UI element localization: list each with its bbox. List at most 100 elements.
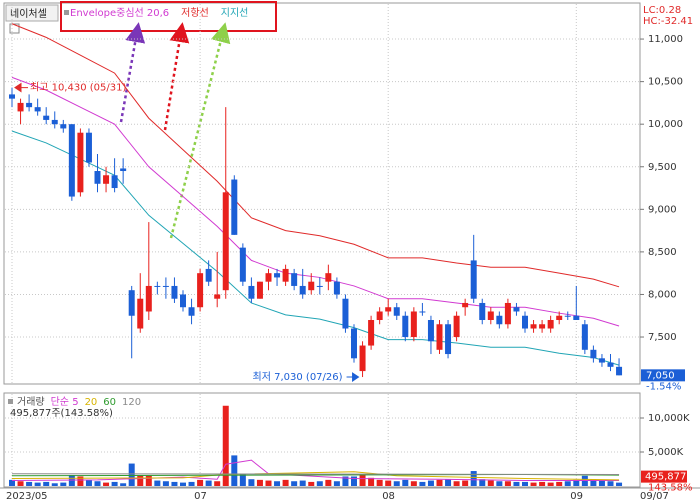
annotation: 최고 10,430 (05/31) [30, 82, 126, 94]
candle-body [205, 268, 212, 282]
candle-body [120, 168, 127, 172]
volume-bar [410, 481, 417, 486]
legend-entry: 단순 5 [51, 396, 79, 408]
volume-bar [479, 479, 486, 486]
price-pane [3, 2, 641, 385]
volume-pane [3, 392, 641, 488]
indicator-line [11, 76, 620, 327]
candle-body [590, 349, 597, 359]
volume-bar [393, 481, 400, 486]
legend-icon [8, 399, 13, 404]
volume-bar [137, 475, 144, 486]
candle-body [487, 311, 494, 320]
candle-body [256, 281, 263, 299]
candle-body [333, 281, 340, 295]
candle-body [299, 285, 306, 295]
volume-bar [9, 479, 15, 486]
last-price-box [641, 369, 685, 382]
y-tick-label: 5,000K [648, 447, 684, 458]
volume-bar [539, 481, 546, 486]
volume-bar [359, 474, 366, 486]
candle-body [393, 307, 400, 316]
stock-name[interactable]: 네이처셀 [10, 8, 47, 20]
candle-body [9, 94, 15, 99]
candle-body [51, 119, 58, 125]
candle-body [368, 320, 375, 346]
volume-bar [60, 482, 67, 486]
volume-bar [504, 481, 511, 486]
indicator-label: LC:0.28 [643, 5, 681, 16]
highlight-box [60, 1, 277, 32]
candle-body [17, 102, 24, 112]
candle-body [162, 285, 169, 287]
volume-bar [402, 479, 409, 486]
volume-bar [530, 482, 537, 486]
x-tick-label: 2023/05 [6, 491, 48, 502]
candle-body [265, 273, 272, 282]
volume-bar [376, 479, 383, 486]
y-tick-label: 9,500 [648, 162, 677, 173]
volume-value-label: 495,877주(143.58%) [10, 408, 113, 419]
volume-bar [180, 482, 186, 486]
candle-body [436, 324, 443, 350]
volume-title: 거래량 [17, 396, 45, 408]
volume-bar [162, 481, 169, 486]
volume-bar [299, 480, 306, 486]
candle-body [26, 102, 33, 108]
candle-body [68, 124, 75, 197]
candle-body [239, 247, 246, 282]
candle-body [385, 307, 392, 312]
volume-bar [385, 480, 392, 486]
volume-bar [94, 481, 101, 486]
volume-bar [547, 482, 554, 486]
volume-bar [513, 481, 520, 486]
y-tick-label: 9,000 [648, 204, 677, 215]
volume-bar [325, 479, 332, 486]
volume-bar [26, 481, 33, 486]
candle-body [154, 285, 161, 287]
volume-bar [590, 479, 597, 486]
candle-body [376, 311, 383, 320]
candle-body [402, 315, 409, 338]
volume-bar [436, 479, 443, 486]
volume-bar [256, 479, 263, 486]
legend-entry: 120 [122, 397, 141, 408]
volume-bar [573, 479, 580, 486]
volume-bar [103, 482, 110, 486]
candle-body [616, 366, 623, 376]
candle-body [77, 132, 84, 193]
change-label: -1.54% [646, 381, 681, 392]
y-tick-label: 8,000 [648, 289, 677, 300]
volume-bar [487, 480, 494, 486]
candle-body [248, 285, 255, 299]
candle-body [103, 175, 110, 184]
volume-bar [231, 455, 238, 486]
candle-body [325, 273, 332, 282]
volume-bar [564, 481, 571, 486]
candle-body [607, 362, 614, 367]
legend-icon [64, 10, 69, 15]
last-volume-box [641, 470, 687, 483]
volume-bar [197, 479, 204, 486]
volume-bar [120, 483, 127, 486]
volume-bar [462, 480, 469, 486]
settings-icon[interactable] [9, 23, 20, 34]
candle-body [128, 290, 135, 316]
volume-bar [470, 471, 477, 486]
candle-body [231, 179, 238, 235]
candle-body [171, 285, 178, 299]
volume-bar [598, 480, 605, 486]
last-volume: 495,877 [645, 472, 686, 483]
indicator-line [11, 23, 620, 288]
volume-bar [248, 479, 255, 486]
volume-bar [282, 479, 289, 486]
candle-body [214, 294, 221, 299]
stock-name-box[interactable] [5, 4, 59, 22]
candle-body [496, 315, 503, 325]
candle-body [34, 107, 41, 112]
candle-body [342, 298, 349, 329]
candle-body [308, 281, 315, 291]
volume-bar [128, 463, 135, 486]
volume-bar [351, 476, 357, 486]
